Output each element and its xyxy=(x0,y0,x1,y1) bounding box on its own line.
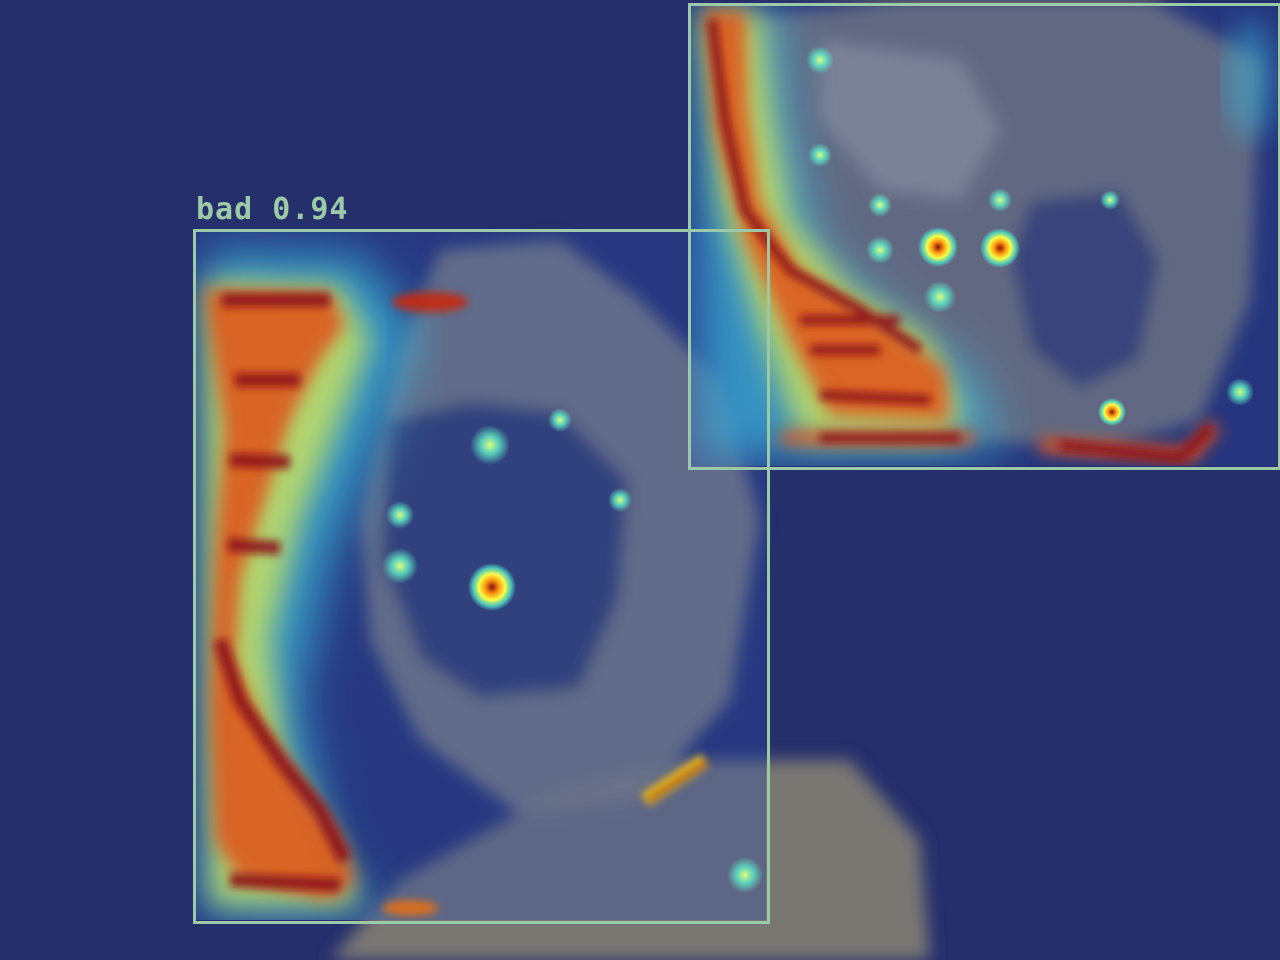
crystal-main-inner xyxy=(380,400,630,700)
heatmap-left xyxy=(195,231,766,920)
crystal-upper-right-face xyxy=(820,40,1000,200)
crystal-lower xyxy=(330,760,930,960)
heatmap-right xyxy=(690,5,1277,466)
crystal-upper-right-core xyxy=(1010,190,1160,390)
